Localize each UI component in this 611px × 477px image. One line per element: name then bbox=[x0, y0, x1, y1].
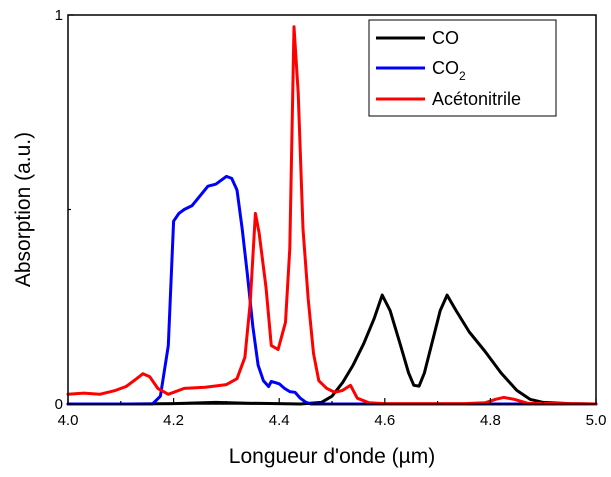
x-axis-title: Longueur d'onde (µm) bbox=[229, 445, 435, 468]
legend-label-co: CO bbox=[432, 28, 459, 48]
series-line-co2 bbox=[66, 174, 598, 406]
x-tick-label: 4.4 bbox=[269, 412, 290, 429]
y-axis-title: Absorption (a.u.) bbox=[12, 132, 35, 287]
x-tick-label: 5.0 bbox=[586, 412, 607, 429]
legend: CO CO2 Acétonitrile bbox=[368, 19, 557, 117]
legend-label-co2-subscript: 2 bbox=[459, 69, 466, 83]
series-co bbox=[66, 293, 598, 406]
x-tick-label: 4.8 bbox=[480, 412, 501, 429]
x-tick-label: 4.0 bbox=[58, 412, 79, 429]
legend-label-co2-base: CO bbox=[432, 58, 459, 78]
x-tick-label: 4.6 bbox=[374, 412, 395, 429]
series-line-co bbox=[66, 293, 598, 406]
x-tick-label: 4.2 bbox=[163, 412, 184, 429]
series-co2 bbox=[66, 174, 598, 406]
ticks-layer: 4.0 4.2 4.4 4.6 4.8 5.0 0 1 bbox=[55, 7, 607, 429]
legend-label-co2: CO2 bbox=[432, 58, 466, 83]
y-tick-label: 0 bbox=[55, 396, 63, 413]
y-tick-label: 1 bbox=[55, 7, 63, 24]
legend-label-acetonitrile: Acétonitrile bbox=[432, 89, 521, 109]
